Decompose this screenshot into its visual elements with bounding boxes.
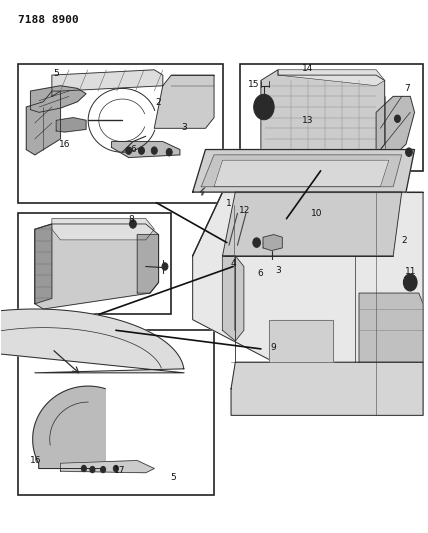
Circle shape [101,466,106,473]
Text: 11: 11 [404,268,416,276]
Bar [18,330,214,495]
Circle shape [406,148,412,157]
Polygon shape [52,70,163,96]
Text: 2: 2 [401,237,407,246]
Circle shape [130,220,137,228]
Polygon shape [56,118,86,132]
Polygon shape [137,235,158,293]
Polygon shape [376,96,414,160]
Text: 7188 8900: 7188 8900 [18,14,78,25]
Text: 8: 8 [128,215,134,224]
Polygon shape [35,224,158,309]
Polygon shape [270,320,333,362]
Circle shape [259,101,269,114]
Circle shape [166,149,172,156]
Polygon shape [52,219,154,240]
Polygon shape [154,75,214,128]
Circle shape [151,147,157,155]
Bar [18,64,223,203]
Circle shape [81,465,86,472]
Text: 6: 6 [257,269,263,278]
Polygon shape [33,386,105,469]
Text: 16: 16 [30,456,42,465]
Text: 16: 16 [59,140,71,149]
Circle shape [395,115,401,123]
Text: 1: 1 [226,199,232,208]
Circle shape [90,466,95,473]
Circle shape [253,238,261,247]
Polygon shape [223,256,244,341]
Polygon shape [193,192,423,415]
Text: 6: 6 [130,145,136,154]
Text: 17: 17 [113,466,125,475]
Circle shape [139,147,145,155]
Circle shape [113,465,119,472]
Polygon shape [214,160,389,187]
Text: 7: 7 [404,84,410,93]
Text: 5: 5 [53,69,59,78]
Polygon shape [263,235,282,251]
Polygon shape [26,91,60,155]
Polygon shape [231,362,423,415]
Polygon shape [201,155,402,187]
Circle shape [272,240,278,247]
Polygon shape [261,70,385,155]
Bar [240,64,423,171]
Text: 4: 4 [230,260,236,268]
Polygon shape [112,142,180,158]
Text: 13: 13 [302,116,314,125]
Text: 14: 14 [302,64,314,73]
Circle shape [254,94,274,120]
Polygon shape [35,224,52,304]
Text: 5: 5 [171,473,176,481]
Text: 9: 9 [271,343,276,352]
Polygon shape [278,70,385,86]
Text: 10: 10 [311,209,322,218]
Polygon shape [359,293,423,362]
Text: 12: 12 [239,206,250,215]
Circle shape [404,274,417,291]
Bar [18,213,171,314]
Polygon shape [30,86,86,112]
Text: 15: 15 [248,79,260,88]
Circle shape [126,147,132,155]
Circle shape [408,279,413,286]
Text: 2: 2 [156,98,161,107]
Polygon shape [0,309,184,373]
Circle shape [263,240,269,247]
Polygon shape [60,461,154,473]
Text: 3: 3 [275,266,281,274]
Polygon shape [193,150,414,192]
Circle shape [162,263,168,270]
Text: 3: 3 [181,123,187,132]
Polygon shape [223,192,402,256]
